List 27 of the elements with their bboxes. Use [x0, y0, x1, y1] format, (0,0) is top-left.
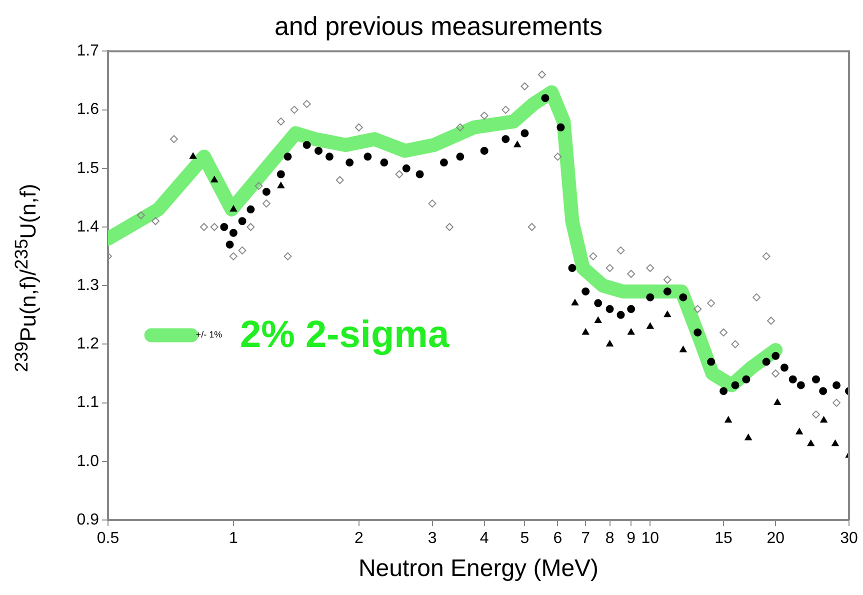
x-tick-label: 20	[766, 530, 785, 548]
y-tick-label: 1.7	[76, 42, 100, 60]
y-tick-label: 1.6	[76, 101, 100, 118]
x-tick-label: 9	[626, 530, 636, 548]
x-tick-label: 7	[581, 530, 590, 548]
x-tick-label: 3	[428, 530, 437, 548]
x-tick-label: 10	[641, 530, 660, 548]
x-tick-label: 6	[553, 530, 562, 548]
x-tick-label: 5	[520, 530, 530, 548]
legend-label: +/- 1%	[196, 330, 222, 340]
x-tick-label: 0.5	[96, 530, 120, 548]
x-tick-label: 30	[840, 530, 858, 548]
y-tick-label: 0.9	[76, 511, 100, 528]
annotation: 2% 2-sigma	[240, 314, 450, 357]
y-tick-label: 1.5	[76, 160, 100, 177]
x-axis-title: Neutron Energy (MeV)	[358, 555, 599, 582]
x-tick-label: 4	[480, 530, 489, 548]
x-tick-label: 15	[714, 530, 733, 548]
x-tick-label: 8	[605, 530, 614, 548]
y-tick-label: 1.2	[76, 336, 100, 353]
y-tick-label: 1.4	[76, 218, 100, 236]
y-tick-label: 1.0	[76, 452, 100, 470]
x-tick-label: 1	[228, 530, 238, 548]
y-tick-label: 1.1	[76, 394, 100, 412]
chart-title: and previous measurements	[274, 10, 603, 41]
y-tick-label: 1.3	[76, 277, 100, 294]
x-tick-label: 2	[354, 530, 364, 548]
